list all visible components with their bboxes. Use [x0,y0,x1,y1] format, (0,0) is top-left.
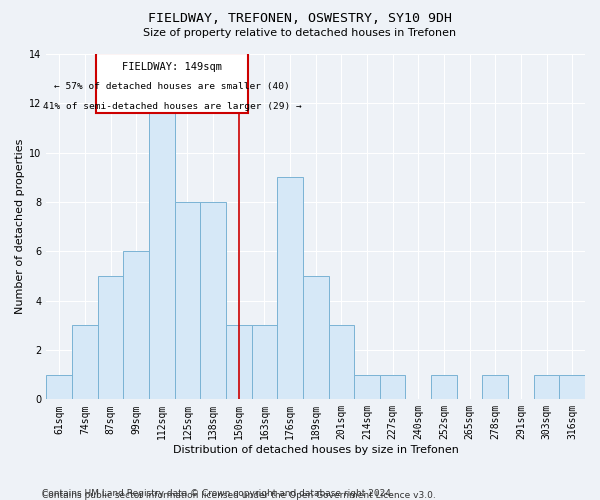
Text: Size of property relative to detached houses in Trefonen: Size of property relative to detached ho… [143,28,457,38]
Text: Contains HM Land Registry data © Crown copyright and database right 2024.: Contains HM Land Registry data © Crown c… [42,488,394,498]
Bar [175,202,200,400]
Text: FIELDWAY: 149sqm: FIELDWAY: 149sqm [122,62,222,72]
Text: ← 57% of detached houses are smaller (40): ← 57% of detached houses are smaller (40… [54,82,290,91]
Text: Contains public sector information licensed under the Open Government Licence v3: Contains public sector information licen… [42,491,436,500]
Bar [124,252,149,400]
X-axis label: Distribution of detached houses by size in Trefonen: Distribution of detached houses by size … [173,445,458,455]
Bar [149,104,175,400]
Bar [72,326,98,400]
Bar [303,276,329,400]
Bar [97,53,248,113]
Bar [534,374,559,400]
Bar [200,202,226,400]
Text: 41% of semi-detached houses are larger (29) →: 41% of semi-detached houses are larger (… [43,102,301,112]
Bar [482,374,508,400]
Bar [380,374,406,400]
Bar [98,276,124,400]
Bar [226,326,251,400]
Bar [431,374,457,400]
Bar [251,326,277,400]
Text: FIELDWAY, TREFONEN, OSWESTRY, SY10 9DH: FIELDWAY, TREFONEN, OSWESTRY, SY10 9DH [148,12,452,26]
Y-axis label: Number of detached properties: Number of detached properties [15,139,25,314]
Bar [46,374,72,400]
Bar [354,374,380,400]
Bar [277,178,303,400]
Bar [329,326,354,400]
Bar [559,374,585,400]
